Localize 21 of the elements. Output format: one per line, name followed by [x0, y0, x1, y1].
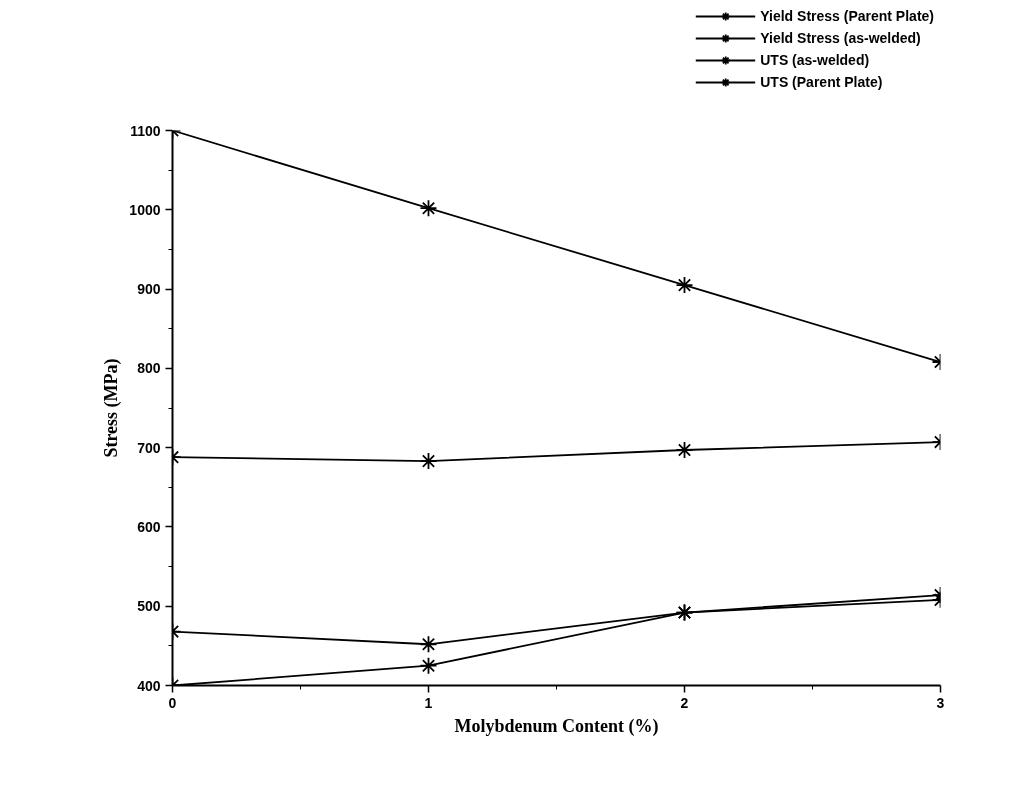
point — [419, 656, 438, 675]
legend-label: UTS (as-welded) — [760, 52, 870, 68]
x-tick-label: 3 — [936, 694, 945, 711]
y-tick-label: 1000 — [129, 201, 161, 218]
legend-label: UTS (Parent Plate) — [760, 74, 883, 90]
y-tick-label: 1100 — [130, 122, 161, 139]
y-tick-label: 400 — [137, 677, 161, 694]
point — [675, 276, 694, 295]
x-axis-title: Molybdenum Content (%) — [454, 715, 659, 737]
x-tick-label: 0 — [168, 694, 177, 711]
y-tick-label: 500 — [137, 598, 161, 615]
y-tick-label: 800 — [137, 360, 161, 377]
y-axis-title: Stress (MPa) — [101, 358, 123, 458]
point — [419, 199, 438, 218]
x-tick-label: 2 — [680, 694, 689, 711]
y-tick-label: 900 — [137, 281, 161, 298]
legend-label: Yield Stress (Parent Plate) — [760, 8, 934, 24]
legend-label: Yield Stress (as-welded) — [760, 30, 921, 46]
y-tick-label: 600 — [137, 518, 161, 535]
y-tick-label: 700 — [137, 439, 161, 456]
x-tick-label: 1 — [424, 694, 433, 711]
